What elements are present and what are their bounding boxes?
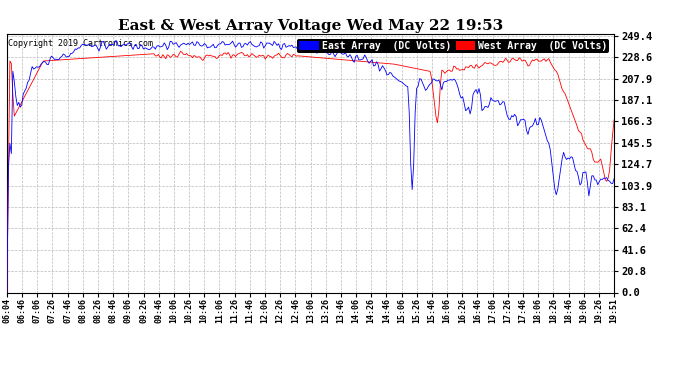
Text: Copyright 2019 Cartronics.com: Copyright 2019 Cartronics.com xyxy=(8,39,153,48)
Legend: East Array  (DC Volts), West Array  (DC Volts): East Array (DC Volts), West Array (DC Vo… xyxy=(297,39,609,53)
Title: East & West Array Voltage Wed May 22 19:53: East & West Array Voltage Wed May 22 19:… xyxy=(118,19,503,33)
